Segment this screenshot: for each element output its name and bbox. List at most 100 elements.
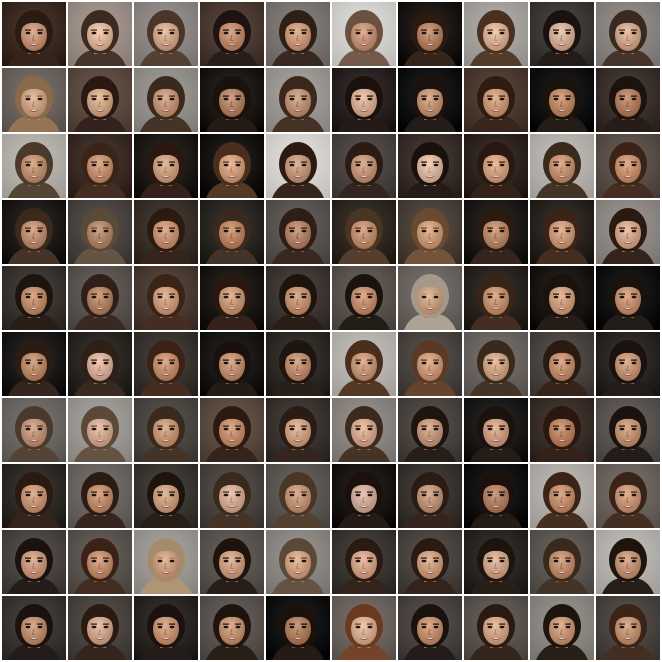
- face-tile-r8-c5: [266, 464, 330, 528]
- face-tile-r3-c6: [332, 134, 396, 198]
- face-tile-r7-c1: [2, 398, 66, 462]
- face-image: [530, 266, 594, 330]
- face-tile-r5-c9: [530, 266, 594, 330]
- face-image: [200, 530, 264, 594]
- face-tile-r6-c3: [134, 332, 198, 396]
- face-tile-r7-c5: [266, 398, 330, 462]
- face-tile-r2-c9: [530, 68, 594, 132]
- face-image: [464, 266, 528, 330]
- face-image: [530, 464, 594, 528]
- face-image: [266, 464, 330, 528]
- face-image: [464, 530, 528, 594]
- face-image: [2, 266, 66, 330]
- face-image: [332, 68, 396, 132]
- face-image: [200, 266, 264, 330]
- face-tile-r9-c7: [398, 530, 462, 594]
- face-tile-r8-c7: [398, 464, 462, 528]
- face-image: [332, 464, 396, 528]
- face-tile-r5-c4: [200, 266, 264, 330]
- face-image: [68, 266, 132, 330]
- face-tile-r4-c1: [2, 200, 66, 264]
- face-image: [398, 2, 462, 66]
- face-tile-r6-c8: [464, 332, 528, 396]
- face-image: [596, 266, 660, 330]
- face-tile-r5-c10: [596, 266, 660, 330]
- face-image: [398, 596, 462, 660]
- face-image: [266, 68, 330, 132]
- face-image: [266, 200, 330, 264]
- face-tile-r3-c8: [464, 134, 528, 198]
- face-tile-r9-c8: [464, 530, 528, 594]
- face-tile-r9-c1: [2, 530, 66, 594]
- face-image: [200, 398, 264, 462]
- face-image: [464, 2, 528, 66]
- face-tile-r7-c3: [134, 398, 198, 462]
- face-image: [332, 200, 396, 264]
- face-image: [2, 68, 66, 132]
- face-tile-r4-c6: [332, 200, 396, 264]
- face-image: [68, 464, 132, 528]
- face-tile-r3-c1: [2, 134, 66, 198]
- face-tile-r8-c10: [596, 464, 660, 528]
- face-tile-r9-c9: [530, 530, 594, 594]
- face-tile-r2-c2: [68, 68, 132, 132]
- face-image: [596, 2, 660, 66]
- face-image: [398, 68, 462, 132]
- face-tile-r6-c1: [2, 332, 66, 396]
- face-image: [68, 200, 132, 264]
- face-image: [530, 2, 594, 66]
- face-image: [464, 134, 528, 198]
- face-image: [134, 68, 198, 132]
- face-tile-r8-c8: [464, 464, 528, 528]
- face-image: [596, 596, 660, 660]
- face-tile-r3-c5: [266, 134, 330, 198]
- face-image: [200, 332, 264, 396]
- face-image: [2, 2, 66, 66]
- face-tile-r4-c10: [596, 200, 660, 264]
- face-tile-r8-c9: [530, 464, 594, 528]
- face-tile-r2-c7: [398, 68, 462, 132]
- face-tile-r6-c7: [398, 332, 462, 396]
- face-tile-r3-c2: [68, 134, 132, 198]
- face-tile-r10-c7: [398, 596, 462, 660]
- face-tile-r9-c6: [332, 530, 396, 594]
- face-image: [2, 398, 66, 462]
- face-tile-r10-c4: [200, 596, 264, 660]
- face-image: [398, 134, 462, 198]
- face-image: [398, 332, 462, 396]
- face-image: [596, 134, 660, 198]
- face-image: [266, 2, 330, 66]
- face-image: [68, 2, 132, 66]
- face-image: [398, 266, 462, 330]
- face-tile-r1-c5: [266, 2, 330, 66]
- face-image: [332, 266, 396, 330]
- face-image: [398, 530, 462, 594]
- face-tile-r8-c2: [68, 464, 132, 528]
- face-tile-r10-c10: [596, 596, 660, 660]
- face-image: [2, 332, 66, 396]
- face-tile-r10-c9: [530, 596, 594, 660]
- face-tile-r4-c7: [398, 200, 462, 264]
- face-tile-r4-c5: [266, 200, 330, 264]
- face-tile-r3-c4: [200, 134, 264, 198]
- face-image: [134, 530, 198, 594]
- face-tile-r5-c3: [134, 266, 198, 330]
- face-tile-r4-c8: [464, 200, 528, 264]
- face-image: [2, 530, 66, 594]
- face-image: [596, 332, 660, 396]
- face-image: [398, 398, 462, 462]
- face-tile-r6-c2: [68, 332, 132, 396]
- face-tile-r1-c3: [134, 2, 198, 66]
- face-image: [464, 68, 528, 132]
- face-tile-r9-c4: [200, 530, 264, 594]
- face-image: [134, 596, 198, 660]
- face-tile-r8-c1: [2, 464, 66, 528]
- face-tile-r2-c3: [134, 68, 198, 132]
- face-tile-r2-c6: [332, 68, 396, 132]
- face-tile-r2-c5: [266, 68, 330, 132]
- face-tile-r3-c7: [398, 134, 462, 198]
- face-image: [134, 266, 198, 330]
- face-tile-r3-c10: [596, 134, 660, 198]
- face-image: [596, 464, 660, 528]
- face-image: [68, 68, 132, 132]
